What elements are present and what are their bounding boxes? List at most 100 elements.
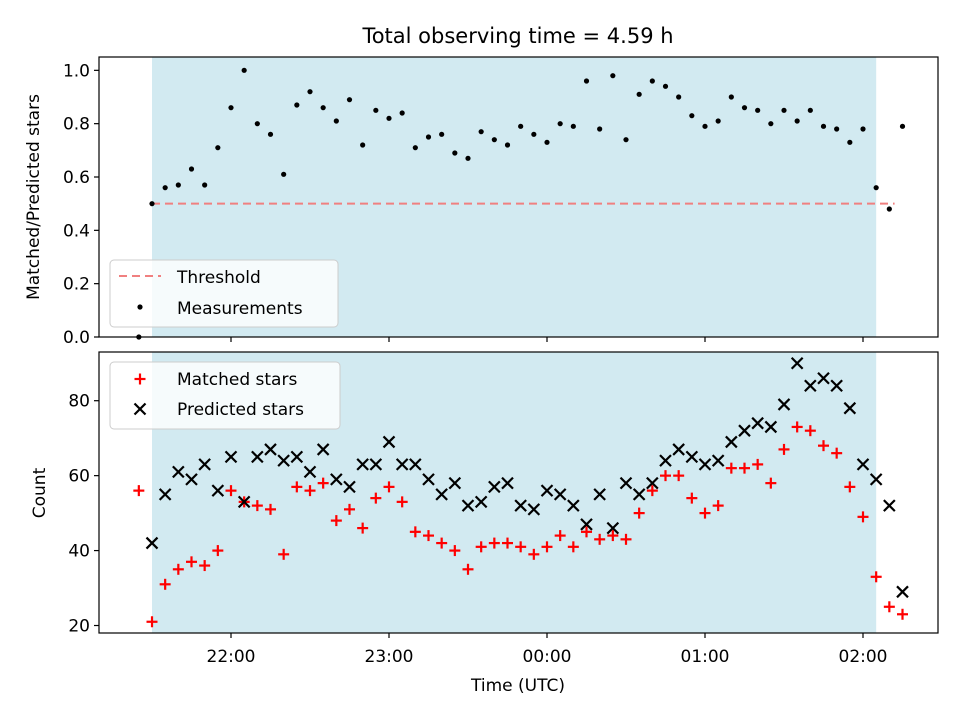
y-tick-label: 80 xyxy=(68,392,90,412)
measurement-point xyxy=(202,182,208,188)
matched-star-point xyxy=(383,481,395,493)
measurement-point xyxy=(728,94,734,100)
predicted-star-point xyxy=(488,480,501,494)
measurement-point xyxy=(333,118,339,124)
predicted-star-point xyxy=(290,450,304,464)
measurement-point xyxy=(820,123,827,129)
bottom-x-ticks: 22:00 23:00 00:00 01:00 02:00 xyxy=(207,633,888,667)
matched-star-point xyxy=(554,530,566,542)
matched-star-point xyxy=(752,458,764,470)
top-legend: Threshold Measurements xyxy=(109,259,339,328)
legend-matched-swatch xyxy=(134,373,146,385)
bottom-panel: 20 40 60 80 22:00 23:00 00:00 01:00 02:00 Count… xyxy=(30,351,939,667)
predicted-star-point xyxy=(356,458,369,471)
measurement-point xyxy=(478,129,484,135)
matched-star-point xyxy=(567,541,579,553)
matched-star-point xyxy=(186,556,197,568)
matched-star-point xyxy=(212,545,224,557)
matched-star-point xyxy=(409,526,421,538)
measurement-point xyxy=(281,171,287,177)
predicted-star-point xyxy=(316,443,330,456)
measurement-point xyxy=(386,115,392,121)
measurement-point xyxy=(636,91,642,97)
x-tick-label: 00:00 xyxy=(523,647,572,667)
matched-star-point xyxy=(423,530,434,542)
matched-star-point xyxy=(370,492,382,504)
measurement-point xyxy=(570,123,576,129)
matched-star-point xyxy=(462,563,474,575)
top-points xyxy=(136,67,906,340)
predicted-star-point xyxy=(619,476,633,490)
matched-star-point xyxy=(699,507,711,519)
predicted-star-point xyxy=(606,521,620,535)
predicted-star-point xyxy=(738,424,751,437)
legend-predicted-swatch xyxy=(133,402,147,416)
matched-star-point xyxy=(146,616,158,628)
top-axes-frame xyxy=(98,56,939,338)
predicted-star-point xyxy=(145,536,159,550)
measurement-point xyxy=(412,145,418,151)
predicted-star-point xyxy=(185,473,198,486)
predicted-star-point xyxy=(224,450,238,464)
matched-star-point xyxy=(712,500,724,512)
predicted-star-point xyxy=(527,503,541,516)
predicted-star-point xyxy=(474,495,488,509)
predicted-star-point xyxy=(632,488,646,501)
predicted-star-point xyxy=(659,454,672,467)
matched-star-point xyxy=(265,503,276,515)
predicted-star-point xyxy=(646,476,659,490)
matched-star-point xyxy=(897,608,908,620)
predicted-star-point xyxy=(725,435,738,449)
predicted-star-point xyxy=(461,499,475,512)
y-tick-label: 0.8 xyxy=(63,115,90,135)
measurement-point xyxy=(597,126,603,132)
measurement-point xyxy=(834,126,840,132)
measurement-point xyxy=(425,134,432,140)
measurement-point xyxy=(557,121,563,127)
predicted-star-point xyxy=(883,499,896,512)
legend-matched-marker xyxy=(134,373,146,385)
matched-star-point xyxy=(278,548,290,560)
predicted-star-point xyxy=(593,488,606,501)
measurement-point xyxy=(360,142,366,148)
measurement-point xyxy=(676,94,682,100)
predicted-star-point xyxy=(751,416,764,430)
matched-star-point xyxy=(251,500,263,512)
measurement-point xyxy=(465,155,471,161)
matched-star-point xyxy=(225,485,237,497)
predicted-star-point xyxy=(409,458,422,471)
matched-star-point xyxy=(594,533,606,545)
top-y-axis-label: Matched/Predicted stars xyxy=(24,94,44,300)
bottom-y-axis-label: Count xyxy=(30,467,50,518)
measurement-point xyxy=(215,145,221,151)
matched-star-point xyxy=(739,462,750,474)
matched-star-point xyxy=(396,496,408,508)
y-tick-label: 0.0 xyxy=(63,328,90,348)
measurement-point xyxy=(860,126,866,132)
y-tick-label: 60 xyxy=(68,467,90,487)
bottom-axes-frame xyxy=(98,351,939,634)
predicted-star-point xyxy=(830,379,843,392)
matched-star-point xyxy=(857,511,869,523)
matched-star-point xyxy=(581,526,592,538)
predicted-star-point xyxy=(501,476,514,490)
predicted-star-point xyxy=(672,443,685,456)
legend-predicted-marker xyxy=(133,402,147,416)
predicted-star-point xyxy=(685,450,699,464)
measurement-point xyxy=(149,201,155,207)
legend-threshold-label: Threshold xyxy=(176,268,261,288)
measurement-point xyxy=(452,150,458,156)
y-tick-label: 40 xyxy=(68,542,90,562)
predicted-star-point xyxy=(382,435,396,449)
measurement-point xyxy=(794,118,800,124)
measurement-point xyxy=(689,113,695,119)
predicted-star-point xyxy=(553,488,567,501)
predicted-star-point xyxy=(435,488,448,501)
matched-star-point xyxy=(607,530,619,542)
x-tick-label: 02:00 xyxy=(839,647,888,667)
predicted-star-point xyxy=(422,473,435,486)
matched-star-point xyxy=(804,425,816,437)
matched-star-point xyxy=(633,507,645,519)
measurement-point xyxy=(294,102,300,108)
predicted-star-point xyxy=(251,450,264,464)
